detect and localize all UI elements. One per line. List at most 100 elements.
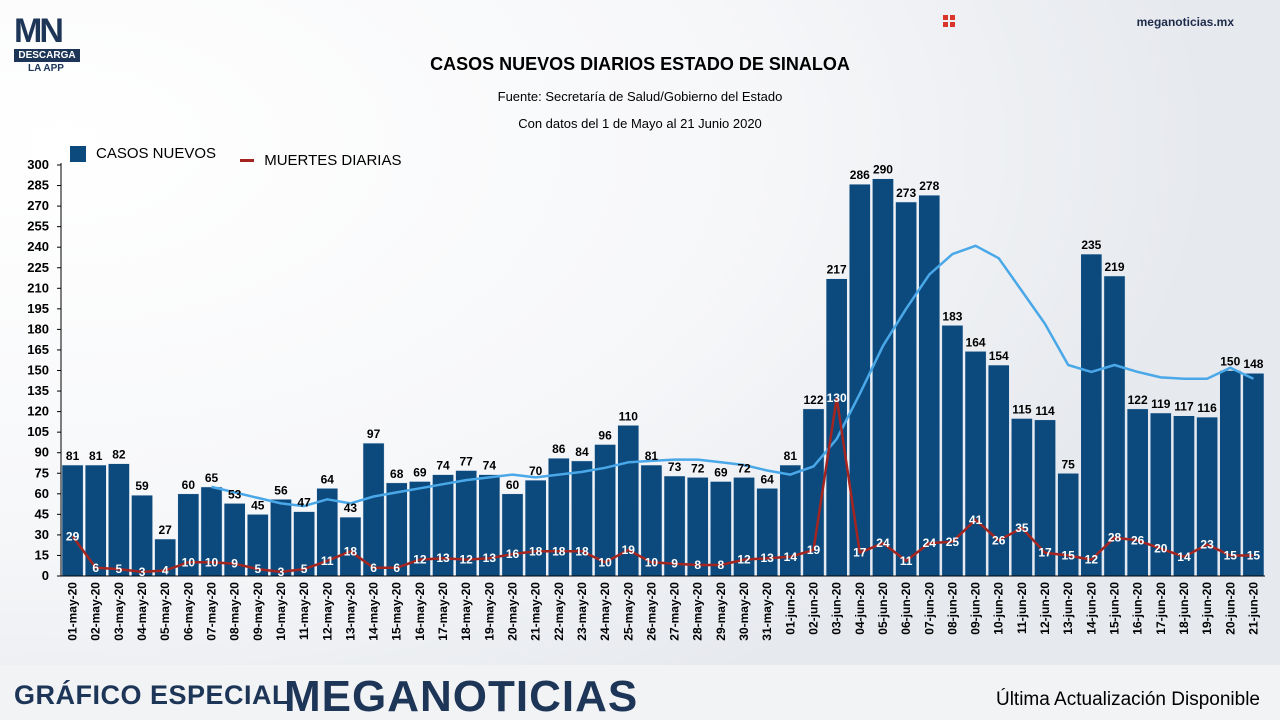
x-tick-label: 02-jun-20 <box>807 582 821 635</box>
y-tick-label: 255 <box>27 219 49 234</box>
bar-data-label: 60 <box>182 478 196 492</box>
deaths-data-label: 18 <box>575 544 589 558</box>
deaths-data-label: 10 <box>645 555 659 569</box>
bar <box>524 479 547 577</box>
deaths-data-label: 12 <box>413 553 427 567</box>
deaths-data-label: 6 <box>393 561 400 575</box>
x-tick-label: 29-may-20 <box>714 582 728 641</box>
x-tick-label: 22-may-20 <box>552 582 566 641</box>
y-tick-label: 120 <box>27 404 49 419</box>
x-tick-label: 21-jun-20 <box>1246 582 1260 635</box>
chart-subtitle: Fuente: Secretaría de Salud/Gobierno del… <box>497 89 783 104</box>
deaths-data-label: 5 <box>116 562 123 576</box>
deaths-data-label: 14 <box>784 550 798 564</box>
bar-data-label: 53 <box>228 487 242 501</box>
bar-data-label: 47 <box>297 496 311 510</box>
bar-data-label: 81 <box>66 449 80 463</box>
x-tick-label: 15-jun-20 <box>1108 582 1122 635</box>
deaths-data-label: 11 <box>321 554 334 568</box>
deaths-data-label: 8 <box>718 558 725 572</box>
deaths-data-label: 6 <box>92 561 99 575</box>
x-tick-label: 08-may-20 <box>228 582 242 641</box>
deaths-data-label: 6 <box>370 561 377 575</box>
x-tick-label: 06-may-20 <box>181 582 195 641</box>
site-url[interactable]: meganoticias.mx <box>1136 15 1234 29</box>
x-tick-label: 11-jun-20 <box>1015 582 1029 634</box>
bar-data-label: 69 <box>413 465 427 479</box>
footer-update-note: Última Actualización Disponible <box>995 689 1260 710</box>
bar <box>362 442 385 577</box>
bar-data-label: 148 <box>1243 357 1263 371</box>
bar-data-label: 183 <box>942 309 962 323</box>
bar-data-label: 74 <box>436 459 450 473</box>
footer-brand-logo: MEGANOTICIAS <box>284 672 639 721</box>
deaths-data-label: 17 <box>1038 546 1052 560</box>
legend-item-deaths: MUERTES DIARIAS <box>240 152 401 169</box>
deaths-data-label: 23 <box>1200 537 1214 551</box>
y-tick-label: 270 <box>27 198 49 213</box>
x-tick-label: 09-may-20 <box>251 582 265 641</box>
bar-data-label: 86 <box>552 442 566 456</box>
deaths-data-label: 14 <box>1177 550 1191 564</box>
bar <box>1080 253 1103 577</box>
bar-data-label: 27 <box>159 523 173 537</box>
logo-mark: MN <box>14 12 64 50</box>
bar-data-label: 60 <box>506 478 520 492</box>
bar <box>1011 418 1033 577</box>
bar-data-label: 164 <box>966 335 986 349</box>
x-tick-label: 05-jun-20 <box>876 582 890 635</box>
x-tick-label: 07-jun-20 <box>922 582 936 635</box>
y-tick-label: 195 <box>27 301 49 316</box>
deaths-data-label: 12 <box>1085 553 1099 567</box>
bar-data-label: 82 <box>112 448 126 462</box>
x-tick-label: 17-may-20 <box>436 582 450 641</box>
bar <box>872 178 894 577</box>
x-tick-label: 16-may-20 <box>413 582 427 641</box>
x-tick-label: 01-may-20 <box>66 582 80 641</box>
bar <box>895 201 917 577</box>
legend-label-cases: CASOS NUEVOS <box>96 145 217 162</box>
y-tick-label: 15 <box>35 547 49 562</box>
deaths-data-label: 24 <box>876 536 890 550</box>
y-tick-label: 60 <box>35 486 49 501</box>
x-tick-label: 03-jun-20 <box>830 582 844 635</box>
deaths-data-label: 29 <box>66 529 80 543</box>
deaths-data-label: 8 <box>694 558 701 572</box>
deaths-data-label: 5 <box>254 562 261 576</box>
series-line-average <box>211 244 1254 508</box>
x-tick-label: 26-may-20 <box>644 582 658 641</box>
y-tick-label: 210 <box>27 280 49 295</box>
deaths-data-label: 26 <box>1131 533 1145 547</box>
bar <box>131 494 153 577</box>
x-tick-label: 04-may-20 <box>135 582 149 641</box>
bar-data-label: 122 <box>803 393 823 407</box>
bar <box>964 351 987 577</box>
y-tick-label: 0 <box>42 568 49 583</box>
footer-label: GRÁFICO ESPECIAL <box>14 680 290 710</box>
bar-data-label: 122 <box>1128 393 1148 407</box>
deaths-data-label: 15 <box>1247 548 1261 562</box>
bar-data-label: 45 <box>251 498 265 512</box>
bar <box>1242 372 1265 577</box>
bar-data-label: 84 <box>575 445 589 459</box>
y-tick-label: 285 <box>27 178 49 193</box>
x-tick-label: 03-may-20 <box>112 582 126 641</box>
deaths-data-label: 4 <box>162 564 169 578</box>
deaths-data-label: 13 <box>483 551 497 565</box>
x-tick-label: 17-jun-20 <box>1154 582 1168 635</box>
x-tick-label: 20-may-20 <box>506 582 520 641</box>
y-tick-label: 105 <box>27 424 49 439</box>
x-tick-label: 14-jun-20 <box>1084 582 1098 635</box>
series-line-deaths <box>71 396 1254 574</box>
bar-data-label: 154 <box>989 349 1009 363</box>
y-tick-label: 30 <box>35 527 49 542</box>
x-tick-label: 28-may-20 <box>691 582 705 641</box>
deaths-data-label: 24 <box>923 536 937 550</box>
y-tick-label: 150 <box>27 363 49 378</box>
legend-item-cases: CASOS NUEVOS <box>70 145 216 162</box>
bar <box>61 464 84 577</box>
app-logo[interactable]: MN DESCARGA LA APP <box>14 14 84 76</box>
bar <box>918 194 941 577</box>
deaths-data-label: 3 <box>139 565 146 579</box>
